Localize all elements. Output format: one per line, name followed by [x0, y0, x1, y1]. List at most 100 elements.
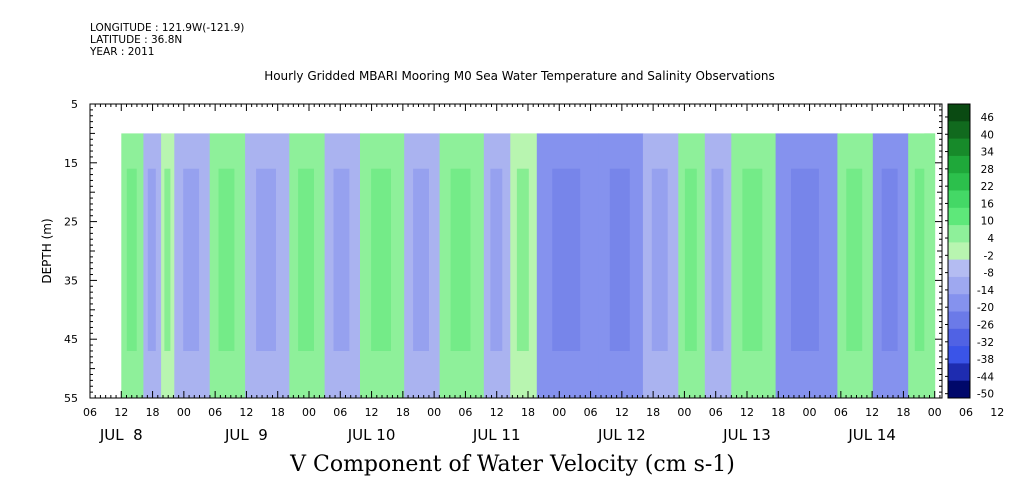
x-tick-label: 12	[865, 406, 879, 419]
x-tick-label: 00	[928, 406, 942, 419]
heatmap-core	[881, 168, 898, 351]
y-axis-label: DEPTH (m)	[40, 218, 54, 283]
x-tick-label: 18	[771, 406, 785, 419]
y-tick-label: 35	[64, 274, 78, 287]
x-day-label: JUL 10	[347, 426, 396, 444]
colorbar: 46 40 34 28 22 16 10 4 -2 -8 -14 -20 -26 -32 -38 -44 -50	[945, 103, 995, 401]
heatmap-band	[924, 133, 935, 398]
year-label: YEAR : 2011	[90, 46, 155, 58]
x-tick-label: 12	[740, 406, 754, 419]
x-tick-label: 12	[990, 406, 1004, 419]
x-tick-label: 18	[271, 406, 285, 419]
colorbar-swatch	[948, 173, 970, 191]
heatmap-core	[914, 168, 927, 351]
colorbar-swatch	[948, 276, 970, 295]
x-tick-label: 00	[427, 406, 441, 419]
x-tick-label: 18	[146, 406, 160, 419]
heatmap-core	[371, 168, 391, 351]
x-day-label: JUL 9	[224, 426, 268, 444]
colorbar-label: 46	[981, 112, 995, 124]
x-day-label: JUL 11	[472, 426, 521, 444]
x-tick-label: 18	[396, 406, 410, 419]
x-tick-label: 06	[584, 406, 598, 419]
x-axis-tick-labels: 06 12 18 00 06 12 18 00 06 12 18 00 06 12 18 00 06 12 18 00…	[83, 406, 1004, 419]
longitude-label: LONGITUDE : 121.9W(-121.9)	[90, 22, 245, 34]
x-tick-label: 06	[709, 406, 723, 419]
colorbar-swatch	[948, 363, 970, 382]
colorbar-swatch	[948, 346, 970, 364]
y-axis-tick-labels: 5 15 25 35 45 55	[64, 98, 78, 405]
colorbar-swatch	[948, 138, 970, 157]
x-tick-label: 18	[521, 406, 535, 419]
heatmap-layer	[121, 133, 936, 398]
heatmap-core	[711, 168, 724, 351]
heatmap-core	[256, 168, 276, 351]
x-tick-label: 00	[803, 406, 817, 419]
colorbar-swatch	[948, 259, 970, 278]
colorbar-frame	[947, 103, 971, 399]
colorbar-label: -14	[977, 285, 994, 297]
x-tick-label: 06	[458, 406, 472, 419]
x-tick-label: 00	[677, 406, 691, 419]
x-tick-label: 06	[333, 406, 347, 419]
x-tick-label: 06	[83, 406, 97, 419]
y-tick-label: 25	[64, 216, 78, 229]
colorbar-swatch	[948, 225, 970, 243]
x-tick-label: 00	[302, 406, 316, 419]
heatmap-core	[333, 168, 350, 351]
variable-title: V Component of Water Velocity (cm s-1)	[290, 452, 735, 477]
heatmap-core	[126, 168, 137, 351]
x-tick-label: 18	[896, 406, 910, 419]
x-day-label: JUL 8	[99, 426, 143, 444]
colorbar-swatch	[948, 242, 970, 261]
x-tick-label: 12	[114, 406, 128, 419]
colorbar-label: -26	[977, 320, 994, 332]
x-tick-label: 06	[834, 406, 848, 419]
colorbar-label: 4	[987, 233, 994, 245]
x-tick-label: 12	[365, 406, 379, 419]
x-day-label: JUL 12	[597, 426, 646, 444]
x-tick-label: 06	[959, 406, 973, 419]
colorbar-label: 10	[981, 216, 994, 228]
x-tick-label: 06	[208, 406, 222, 419]
x-tick-label: 18	[646, 406, 660, 419]
heatmap-core	[609, 168, 630, 351]
heatmap-core	[651, 168, 668, 351]
colorbar-swatch	[948, 311, 970, 330]
heatmap-core	[147, 168, 156, 351]
colorbar-label: -20	[977, 302, 994, 314]
colorbar-label: 16	[981, 198, 995, 210]
heatmap-core	[742, 168, 763, 351]
colorbar-swatch	[948, 104, 970, 122]
x-day-label: JUL 13	[722, 426, 771, 444]
y-tick-label: 5	[71, 98, 78, 111]
metadata-block: LONGITUDE : 121.9W(-121.9) LATITUDE : 36…	[90, 22, 244, 58]
colorbar-label: -2	[984, 250, 994, 262]
colorbar-swatch	[948, 294, 970, 312]
heatmap-core	[218, 168, 235, 351]
colorbar-label: -38	[977, 354, 994, 366]
colorbar-label: 22	[981, 181, 994, 193]
colorbar-label: 34	[981, 147, 995, 159]
heatmap-core	[183, 168, 200, 351]
heatmap-core	[791, 168, 819, 351]
colorbar-swatch	[948, 207, 970, 226]
x-tick-label: 00	[552, 406, 566, 419]
chart-title: Hourly Gridded MBARI Mooring M0 Sea Wate…	[264, 69, 775, 83]
x-tick-label: 12	[239, 406, 253, 419]
x-tick-label: 12	[615, 406, 629, 419]
colorbar-label: -8	[984, 268, 994, 280]
colorbar-label: -44	[977, 371, 994, 383]
y-tick-label: 45	[64, 333, 78, 346]
colorbar-label: 40	[981, 129, 994, 141]
colorbar-swatch	[948, 380, 970, 399]
colorbar-label: 28	[981, 164, 994, 176]
heatmap-core	[413, 168, 429, 351]
heatmap-core	[846, 168, 863, 351]
heatmap-core	[490, 168, 503, 351]
colorbar-label: -50	[977, 389, 994, 401]
y-tick-label: 55	[64, 392, 78, 405]
y-tick-label: 15	[64, 157, 78, 170]
colorbar-swatch	[948, 328, 970, 347]
